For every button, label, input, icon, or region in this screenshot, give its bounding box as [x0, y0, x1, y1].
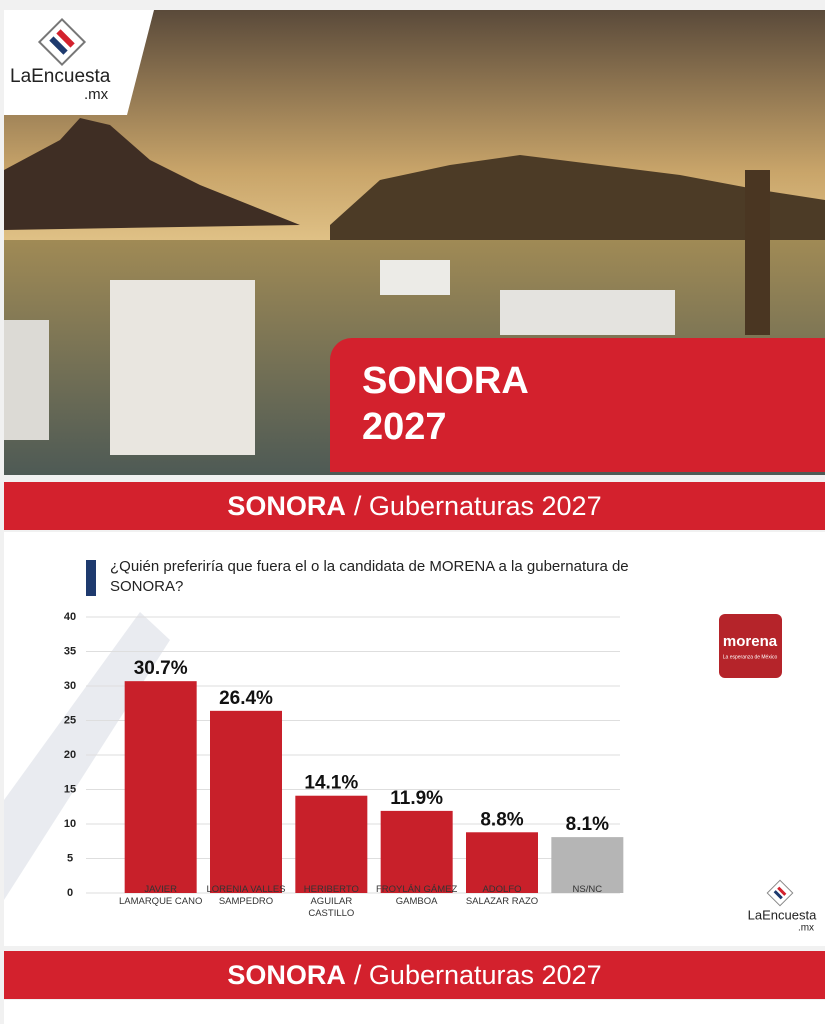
y-tick-label: 25	[64, 714, 76, 726]
banner-rest: / Gubernaturas 2027	[353, 490, 602, 521]
mountain	[330, 155, 825, 250]
y-tick-label: 0	[67, 887, 73, 899]
x-tick-label: JAVIER LAMARQUE CANO	[118, 884, 203, 907]
y-tick-label: 35	[64, 645, 76, 657]
next-panel	[4, 1000, 825, 1024]
hero-title: SONORA	[362, 360, 529, 402]
bar	[380, 810, 453, 893]
footer-logo-suffix: .mx	[798, 923, 814, 934]
x-tick-label: LORENIA VALLES SAMPEDRO	[206, 884, 286, 907]
bar	[210, 710, 282, 893]
footer-logo-icon	[766, 879, 794, 907]
banner: SONORA / Gubernaturas 2027	[4, 482, 825, 530]
bar	[466, 832, 538, 893]
morena-name: morena	[723, 633, 778, 650]
question-marker	[86, 560, 96, 596]
value-label: 26.4%	[219, 688, 273, 709]
banner-bold: SONORA	[227, 959, 346, 990]
morena-tagline: La esperanza de México	[723, 654, 778, 660]
y-tick-label: 20	[64, 749, 76, 761]
x-tick-label: FROYLÁN GÁMEZ GAMBOA	[376, 884, 458, 907]
boat	[4, 320, 49, 440]
x-tick-label: HERIBERTO AGUILAR CASTILLO	[303, 884, 359, 919]
chart: 0 5 10 15 20 25 30 35 40 30.7% 26.4% 14.1% 11.9% 8.8%…	[64, 611, 624, 899]
boat	[380, 260, 450, 295]
bar	[124, 681, 197, 893]
question: ¿Quién preferiría que fuera el o la cand…	[110, 558, 629, 595]
y-tick-label: 30	[64, 680, 76, 692]
logo-icon	[37, 17, 87, 67]
value-label: 11.9%	[390, 788, 443, 809]
value-label: 8.8%	[480, 809, 523, 830]
y-tick-label: 40	[64, 611, 76, 623]
value-label: 14.1%	[304, 773, 358, 794]
value-label: 30.7%	[134, 658, 188, 679]
boat	[110, 280, 255, 455]
bar	[295, 795, 368, 893]
y-tick-label: 5	[67, 852, 73, 864]
logo-name: LaEncuesta	[10, 66, 111, 87]
x-tick-label: ADOLFO SALAZAR RAZO	[465, 884, 539, 907]
x-tick-label: NS/NC	[572, 884, 603, 895]
morena-logo	[719, 614, 782, 678]
palm	[745, 170, 770, 335]
logo-svg	[37, 17, 87, 67]
banner: SONORA / Gubernaturas 2027	[4, 951, 825, 999]
value-label: 8.1%	[566, 814, 609, 835]
footer-logo: LaEncuesta	[748, 907, 817, 922]
banner-rest: / Gubernaturas 2027	[353, 959, 602, 990]
y-tick-label: 15	[64, 783, 76, 795]
banner-bold: SONORA	[227, 490, 346, 521]
boat	[500, 290, 675, 335]
hero-year: 2027	[362, 406, 447, 448]
hero-title-box: SONORA 2027	[330, 338, 825, 472]
logo-suffix: .mx	[84, 86, 109, 103]
bar	[551, 837, 624, 893]
logo: LaEncuesta .mx	[4, 10, 154, 115]
mountain	[4, 118, 300, 230]
y-tick-label: 10	[64, 818, 76, 830]
